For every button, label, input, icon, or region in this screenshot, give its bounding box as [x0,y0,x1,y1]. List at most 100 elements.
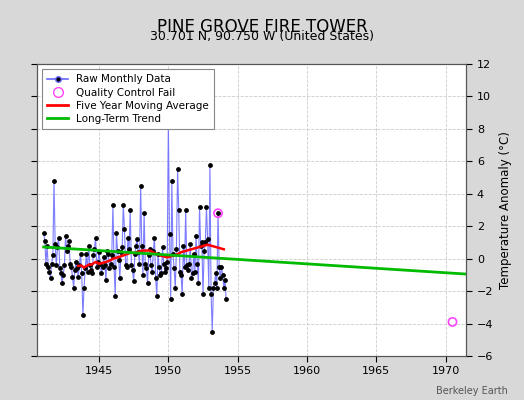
Point [116,275,124,281]
Point [168,178,176,184]
Point [200,247,209,254]
Point [87,267,95,273]
Point [135,260,144,267]
Point [48,260,56,267]
Point [127,262,136,268]
Point [140,210,148,216]
Point [203,236,212,242]
Point [184,267,192,273]
Point [216,275,224,281]
Point [112,230,121,236]
Point [62,247,71,254]
Point [65,238,73,244]
Point [59,272,68,278]
Point [187,275,195,281]
Point [196,242,205,249]
Point [64,242,72,249]
Text: PINE GROVE FIRE TOWER: PINE GROVE FIRE TOWER [157,18,367,36]
Point [93,264,101,270]
Point [113,247,122,254]
Point [207,291,215,298]
Point [191,268,199,275]
Point [111,293,119,299]
Point [107,252,116,259]
Point [194,280,203,286]
Point [54,234,63,241]
Point [142,265,150,272]
Point [88,270,96,276]
Point [154,250,162,257]
Point [214,210,222,216]
Point [449,319,457,325]
Point [77,250,85,257]
Point [52,262,60,268]
Y-axis label: Temperature Anomaly (°C): Temperature Anomaly (°C) [499,131,512,289]
Point [122,262,130,268]
Point [100,254,108,260]
Point [176,268,184,275]
Point [118,244,126,250]
Point [141,260,149,267]
Point [212,270,220,276]
Point [209,285,217,291]
Point [221,276,229,283]
Point [145,252,153,259]
Point [132,242,140,249]
Point [121,226,129,233]
Point [40,238,49,244]
Point [219,272,227,278]
Point [119,202,127,208]
Point [70,285,78,291]
Point [174,207,183,213]
Point [95,249,103,255]
Point [186,241,194,247]
Point [156,272,165,278]
Point [183,262,191,268]
Point [195,204,204,210]
Point [82,250,91,257]
Point [190,250,198,257]
Point [45,268,53,275]
Point [167,296,175,302]
Point [161,268,169,275]
Point [146,246,154,252]
Point [162,265,170,272]
Point [164,118,172,124]
Point [157,270,166,276]
Point [202,204,211,210]
Point [139,272,147,278]
Point [172,246,181,252]
Point [73,265,81,272]
Point [106,260,115,267]
Point [198,239,206,246]
Point [170,265,178,272]
Point [129,278,138,284]
Point [72,259,80,265]
Point [46,275,54,281]
Point [148,268,156,275]
Point [201,239,210,246]
Point [193,260,201,267]
Point [85,262,94,268]
Point [39,230,48,236]
Point [189,270,197,276]
Point [74,273,82,280]
Point [138,242,146,249]
Point [53,244,62,250]
Point [210,280,219,286]
Point [50,178,58,184]
Point [110,264,118,270]
Point [61,233,70,239]
Point [96,260,104,267]
Point [220,285,228,291]
Point [89,252,97,259]
Point [60,262,69,268]
Point [103,247,111,254]
Point [81,265,90,272]
Point [158,244,167,250]
Point [173,166,182,173]
Point [155,264,163,270]
Point [43,242,51,249]
Point [68,273,77,280]
Point [125,246,133,252]
